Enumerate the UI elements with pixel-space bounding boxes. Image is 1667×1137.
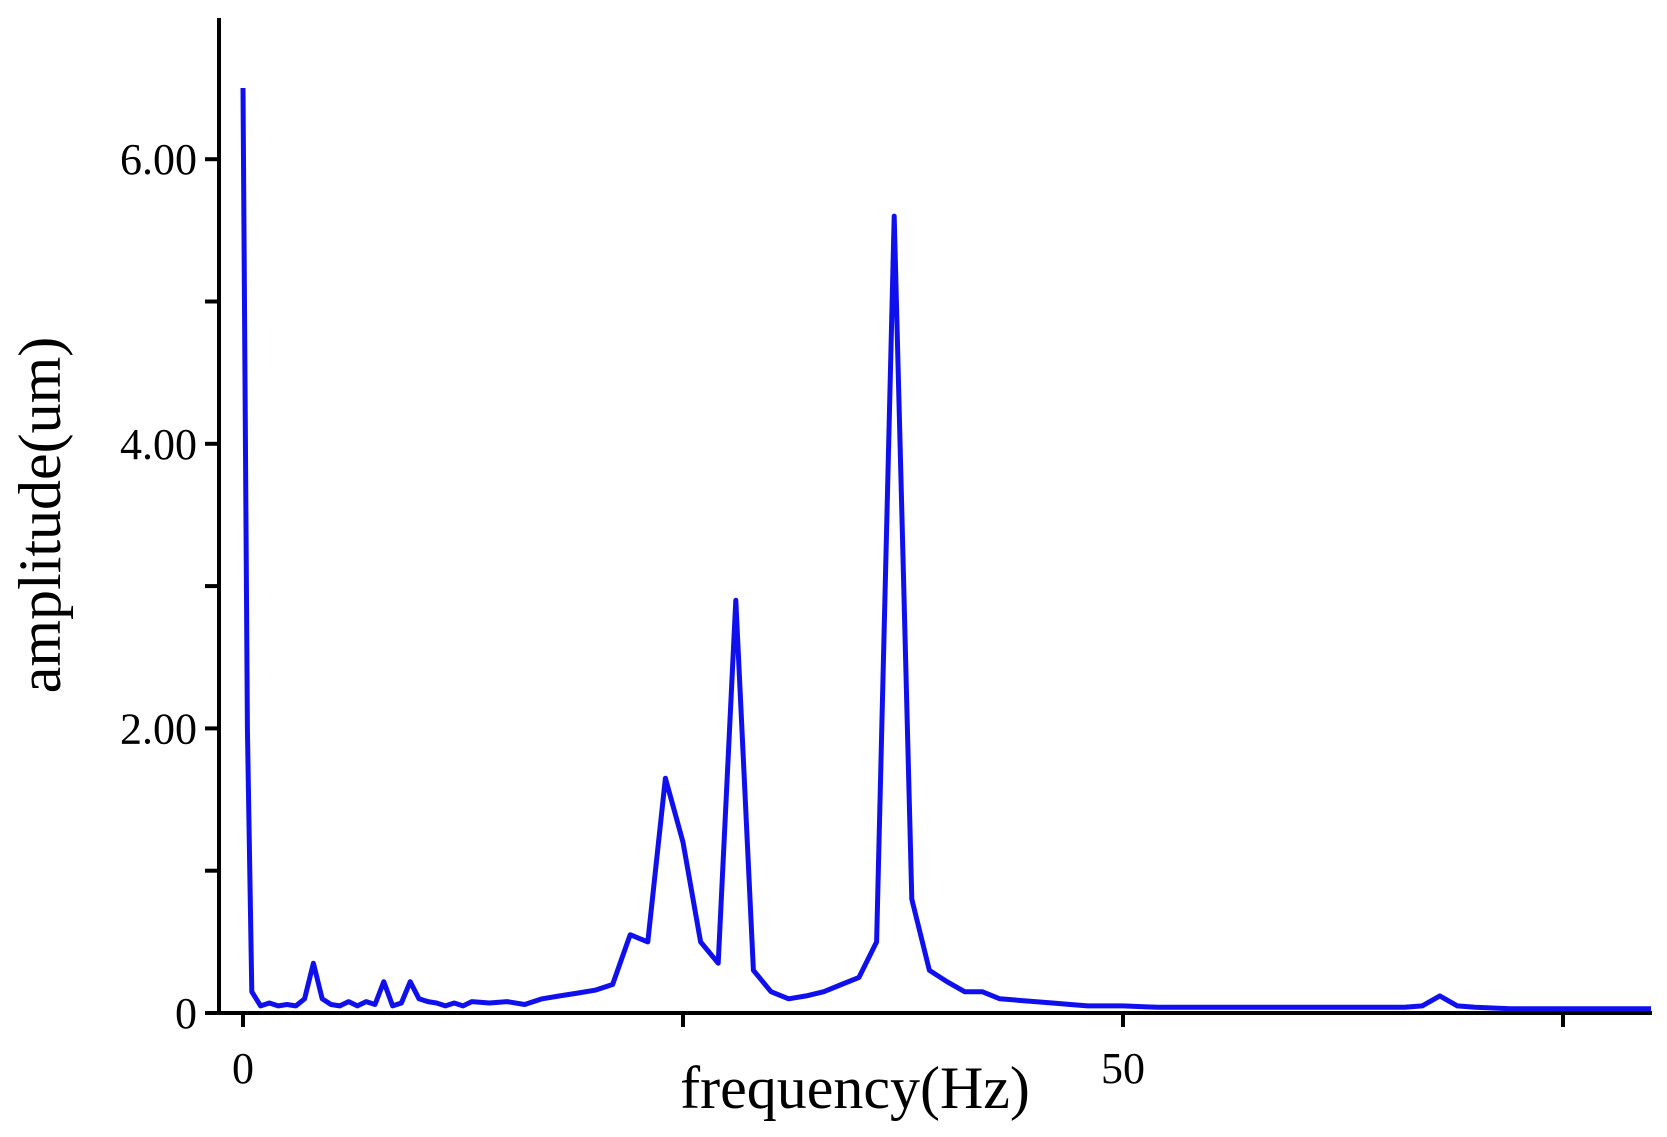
y-tick-label: 2.00 xyxy=(120,704,197,753)
y-tick-label: 6.00 xyxy=(120,135,197,184)
series-line-1 xyxy=(240,87,1651,1012)
plot-area xyxy=(240,87,1651,1012)
ticks: 0 2.00 4.00 6.00 0 50 xyxy=(120,135,1565,1093)
y-tick-label: 4.00 xyxy=(120,420,197,469)
x-tick-label: 50 xyxy=(1101,1044,1145,1093)
axes xyxy=(217,18,1652,1015)
x-tick-label: 0 xyxy=(232,1044,254,1093)
y-axis-title: amplitude(um) xyxy=(7,337,73,694)
y-tick-label: 0 xyxy=(175,989,197,1038)
x-axis-title: frequency(Hz) xyxy=(680,1055,1030,1121)
